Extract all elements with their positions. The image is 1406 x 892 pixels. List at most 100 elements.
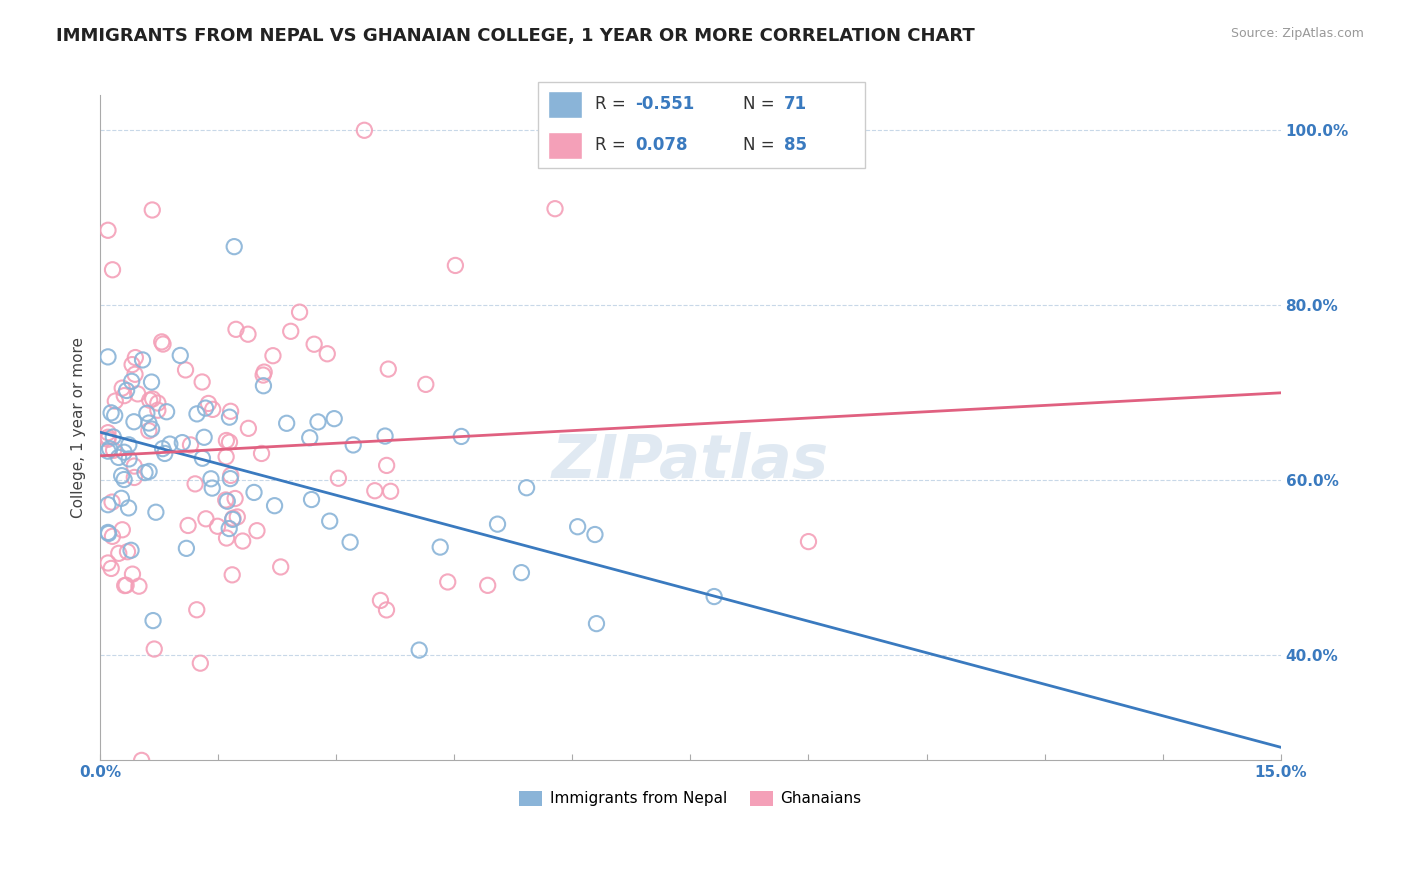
Point bbox=[121, 358, 143, 372]
Point bbox=[97, 350, 120, 364]
Point bbox=[143, 642, 166, 657]
Point bbox=[415, 377, 437, 392]
Point bbox=[270, 560, 292, 574]
Point bbox=[316, 347, 339, 361]
Point bbox=[221, 567, 243, 582]
Point bbox=[444, 259, 467, 273]
Point bbox=[146, 403, 169, 417]
Point bbox=[219, 472, 242, 486]
Point bbox=[120, 543, 142, 558]
Point bbox=[797, 534, 820, 549]
Point bbox=[134, 466, 156, 480]
Point bbox=[115, 578, 138, 592]
Point bbox=[218, 435, 240, 450]
Point bbox=[243, 485, 266, 500]
Point bbox=[135, 406, 157, 420]
Point bbox=[141, 422, 163, 436]
Point bbox=[141, 202, 163, 217]
Point bbox=[97, 223, 120, 237]
Point bbox=[103, 443, 125, 458]
Point bbox=[111, 468, 134, 483]
Point bbox=[188, 656, 211, 670]
Point bbox=[114, 578, 136, 592]
Point bbox=[124, 351, 146, 365]
Point bbox=[115, 384, 138, 398]
Point bbox=[193, 430, 215, 444]
Point bbox=[118, 438, 141, 452]
Point bbox=[186, 407, 208, 421]
Point bbox=[142, 392, 165, 406]
Point bbox=[101, 529, 124, 543]
Point bbox=[253, 365, 276, 379]
Point bbox=[567, 519, 589, 533]
Point bbox=[703, 590, 725, 604]
Point bbox=[544, 202, 567, 216]
Point bbox=[107, 546, 129, 560]
Point bbox=[328, 471, 350, 485]
Point bbox=[301, 492, 323, 507]
Point bbox=[97, 430, 120, 444]
Text: IMMIGRANTS FROM NEPAL VS GHANAIAN COLLEGE, 1 YEAR OR MORE CORRELATION CHART: IMMIGRANTS FROM NEPAL VS GHANAIAN COLLEG… bbox=[56, 27, 974, 45]
Point bbox=[121, 567, 143, 582]
Point bbox=[112, 445, 135, 459]
FancyBboxPatch shape bbox=[548, 91, 582, 118]
Point bbox=[236, 327, 259, 342]
Point bbox=[380, 484, 402, 499]
Point bbox=[97, 444, 120, 458]
Point bbox=[302, 337, 325, 351]
Point bbox=[153, 446, 176, 460]
Point bbox=[201, 402, 224, 417]
Point bbox=[219, 468, 242, 483]
Point bbox=[221, 512, 243, 526]
Point bbox=[98, 442, 121, 456]
Point bbox=[172, 435, 194, 450]
Text: Source: ZipAtlas.com: Source: ZipAtlas.com bbox=[1230, 27, 1364, 40]
Point bbox=[97, 556, 120, 570]
Point bbox=[174, 363, 197, 377]
Point bbox=[377, 362, 399, 376]
Text: ZIPatlas: ZIPatlas bbox=[553, 432, 830, 491]
Point bbox=[101, 262, 124, 277]
Point bbox=[197, 396, 219, 410]
Point bbox=[219, 404, 242, 418]
Point bbox=[215, 434, 238, 448]
Point bbox=[138, 465, 160, 479]
Point bbox=[436, 574, 458, 589]
Point bbox=[342, 438, 364, 452]
Point bbox=[111, 381, 134, 395]
Point bbox=[583, 527, 606, 541]
Point bbox=[375, 603, 398, 617]
Point bbox=[142, 614, 165, 628]
Y-axis label: College, 1 year or more: College, 1 year or more bbox=[72, 337, 86, 518]
Point bbox=[138, 416, 160, 430]
Point bbox=[138, 424, 160, 438]
Point bbox=[112, 389, 135, 403]
Point bbox=[585, 616, 607, 631]
Point bbox=[169, 348, 191, 362]
Point bbox=[408, 643, 430, 657]
Point bbox=[194, 512, 217, 526]
Point bbox=[200, 472, 222, 486]
Point bbox=[100, 561, 122, 575]
Point bbox=[124, 470, 146, 484]
Point bbox=[318, 514, 340, 528]
Point bbox=[127, 387, 149, 401]
Point bbox=[218, 410, 240, 425]
Point bbox=[97, 525, 120, 540]
Point bbox=[104, 409, 127, 423]
Point bbox=[121, 374, 143, 388]
Point bbox=[152, 442, 174, 456]
Point bbox=[191, 375, 214, 389]
Text: R =: R = bbox=[595, 136, 631, 154]
Text: -0.551: -0.551 bbox=[636, 95, 695, 113]
Point bbox=[238, 421, 260, 435]
Point bbox=[122, 458, 145, 473]
Point bbox=[276, 417, 298, 431]
Text: 71: 71 bbox=[785, 95, 807, 113]
Legend: Immigrants from Nepal, Ghanaians: Immigrants from Nepal, Ghanaians bbox=[513, 784, 868, 813]
Point bbox=[510, 566, 533, 580]
Point bbox=[128, 579, 150, 593]
Point bbox=[207, 519, 229, 533]
Point bbox=[226, 510, 249, 524]
Point bbox=[246, 524, 269, 538]
